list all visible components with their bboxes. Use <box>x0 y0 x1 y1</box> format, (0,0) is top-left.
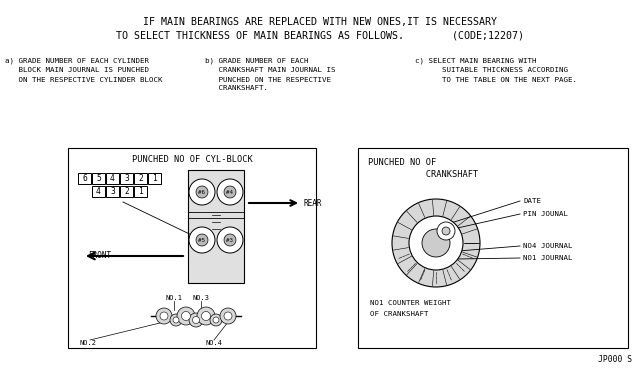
Text: NO1 COUNTER WEIGHT: NO1 COUNTER WEIGHT <box>370 300 451 306</box>
Circle shape <box>224 186 236 198</box>
Text: 6: 6 <box>82 174 87 183</box>
Circle shape <box>213 317 219 323</box>
Circle shape <box>193 317 200 324</box>
Circle shape <box>437 222 455 240</box>
Text: IF MAIN BEARINGS ARE REPLACED WITH NEW ONES,IT IS NECESSARY: IF MAIN BEARINGS ARE REPLACED WITH NEW O… <box>143 17 497 27</box>
Text: PUNCHED NO OF: PUNCHED NO OF <box>368 158 436 167</box>
Text: TO SELECT THICKNESS OF MAIN BEARINGS AS FOLLOWS.        (CODE;12207): TO SELECT THICKNESS OF MAIN BEARINGS AS … <box>116 31 524 41</box>
Text: CRANKSHAFT: CRANKSHAFT <box>368 170 478 179</box>
Circle shape <box>392 199 480 287</box>
Text: NO.2: NO.2 <box>80 340 97 346</box>
Circle shape <box>156 308 172 324</box>
Text: FRONT: FRONT <box>88 251 111 260</box>
Text: 4: 4 <box>96 187 101 196</box>
Circle shape <box>210 314 222 326</box>
Circle shape <box>422 229 450 257</box>
Bar <box>120 173 133 184</box>
Text: b) GRADE NUMBER OF EACH
   CRANKSHAFT MAIN JOURNAL IS
   PUNCHED ON THE RESPECTI: b) GRADE NUMBER OF EACH CRANKSHAFT MAIN … <box>205 58 335 92</box>
Circle shape <box>197 307 215 325</box>
Circle shape <box>189 179 215 205</box>
Bar <box>68 148 316 348</box>
Circle shape <box>189 227 215 253</box>
Bar <box>106 173 119 184</box>
Text: NO1 JOURNAL: NO1 JOURNAL <box>523 255 573 261</box>
Text: NO.1: NO.1 <box>166 295 182 301</box>
Circle shape <box>217 227 243 253</box>
Text: 3: 3 <box>110 187 115 196</box>
Circle shape <box>189 313 203 327</box>
Circle shape <box>442 227 450 235</box>
Text: REAR: REAR <box>304 199 323 208</box>
Text: 3: 3 <box>124 174 129 183</box>
Text: 4: 4 <box>110 174 115 183</box>
Text: NO.4: NO.4 <box>206 340 223 346</box>
Bar <box>92 186 105 197</box>
Text: 2: 2 <box>124 187 129 196</box>
Circle shape <box>173 317 179 323</box>
Circle shape <box>177 307 195 325</box>
Circle shape <box>224 312 232 320</box>
Circle shape <box>182 311 191 321</box>
Text: NO.3: NO.3 <box>193 295 209 301</box>
Bar <box>134 173 147 184</box>
Text: 2: 2 <box>138 174 143 183</box>
Circle shape <box>217 179 243 205</box>
Circle shape <box>196 234 208 246</box>
Bar <box>92 173 105 184</box>
Text: OF CRANKSHAFT: OF CRANKSHAFT <box>370 311 429 317</box>
Circle shape <box>220 308 236 324</box>
Text: #6: #6 <box>198 189 205 195</box>
Text: JP000 S: JP000 S <box>598 355 632 364</box>
Circle shape <box>409 216 463 270</box>
Text: PIN JOUNAL: PIN JOUNAL <box>523 211 568 217</box>
Circle shape <box>170 314 182 326</box>
Bar <box>148 173 161 184</box>
Bar <box>120 186 133 197</box>
Circle shape <box>196 186 208 198</box>
Bar <box>134 186 147 197</box>
Text: a) GRADE NUMBER OF EACH CYLINDER
   BLOCK MAIN JOURNAL IS PUNCHED
   ON THE RESP: a) GRADE NUMBER OF EACH CYLINDER BLOCK M… <box>5 58 163 83</box>
Bar <box>106 186 119 197</box>
Circle shape <box>160 312 168 320</box>
Text: 5: 5 <box>96 174 101 183</box>
Text: 1: 1 <box>152 174 157 183</box>
Text: c) SELECT MAIN BEARING WITH
      SUITABLE THICKNESS ACCORDING
      TO THE TABL: c) SELECT MAIN BEARING WITH SUITABLE THI… <box>415 58 577 83</box>
Bar <box>358 148 628 348</box>
Bar <box>78 173 91 184</box>
Text: NO4 JOURNAL: NO4 JOURNAL <box>523 243 573 249</box>
Text: DATE: DATE <box>523 198 541 204</box>
Circle shape <box>202 311 211 321</box>
Text: #5: #5 <box>198 237 205 243</box>
Text: PUNCHED NO OF CYL-BLOCK: PUNCHED NO OF CYL-BLOCK <box>132 154 252 164</box>
Text: #4: #4 <box>227 189 234 195</box>
Bar <box>188 170 244 283</box>
Text: #3: #3 <box>227 237 234 243</box>
Text: 1: 1 <box>138 187 143 196</box>
Circle shape <box>224 234 236 246</box>
